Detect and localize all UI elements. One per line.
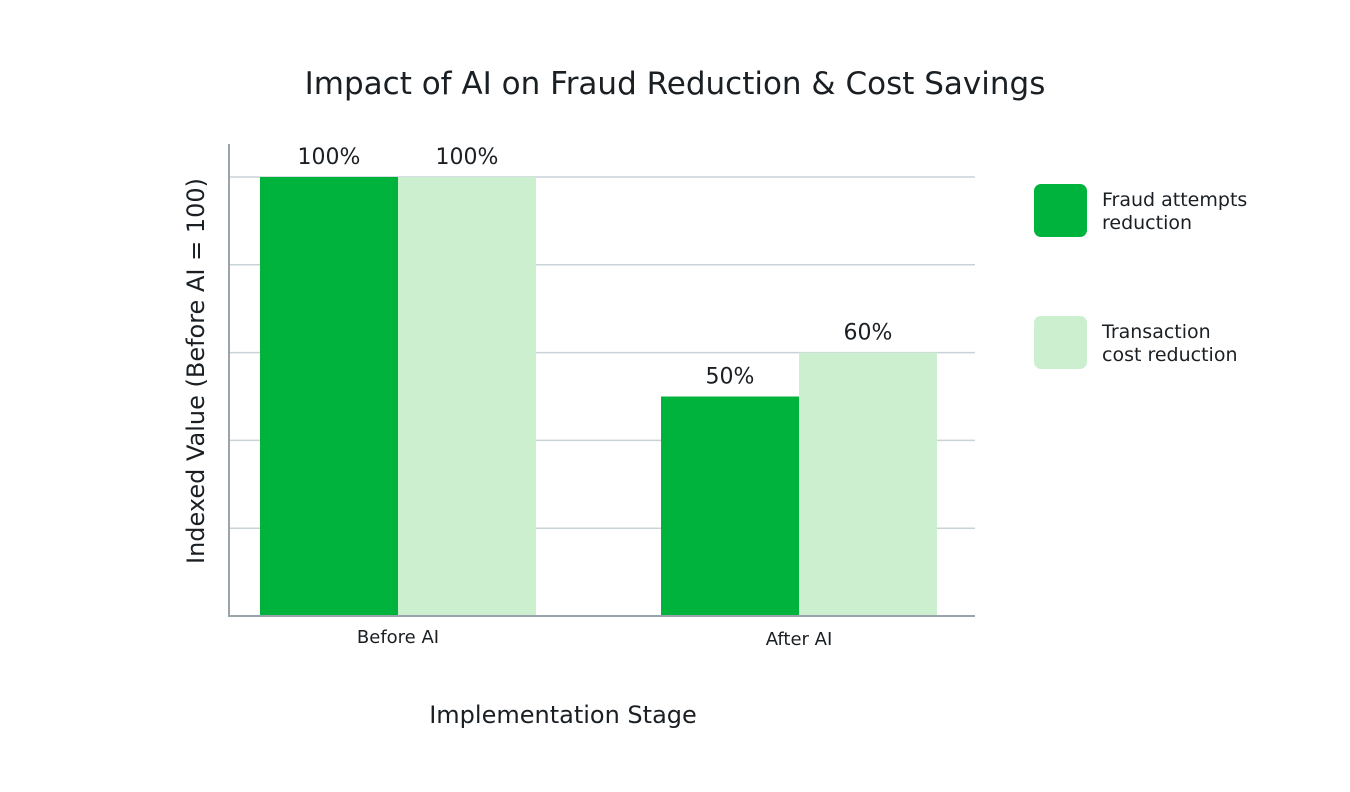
y-axis-title: Indexed Value (Before AI = 100)	[182, 178, 210, 564]
x-axis-title: Implementation Stage	[429, 701, 697, 729]
data-label: 60%	[844, 321, 893, 346]
data-label: 100%	[436, 145, 499, 170]
bar-cost-0	[398, 177, 536, 616]
bars	[260, 177, 937, 616]
bar-fraud-0	[260, 177, 398, 616]
legend-swatch	[1034, 184, 1087, 237]
legend-label: Fraud attempts	[1102, 189, 1247, 211]
x-tick-label: Before AI	[357, 627, 439, 648]
legend-label: cost reduction	[1102, 344, 1238, 366]
chart-title: Impact of AI on Fraud Reduction & Cost S…	[305, 66, 1046, 102]
bar-cost-1	[799, 352, 937, 616]
data-labels: 100% 100% 50% 60%	[298, 145, 893, 390]
legend-swatch	[1034, 316, 1087, 369]
axes	[228, 144, 975, 617]
bar-fraud-1	[661, 396, 799, 616]
x-tick-labels: Before AI After AI	[357, 627, 832, 650]
x-tick-label: After AI	[766, 629, 833, 650]
data-label: 100%	[298, 145, 361, 170]
data-label: 50%	[706, 365, 755, 390]
legend-label: reduction	[1102, 212, 1192, 234]
legend-label: Transaction	[1101, 321, 1211, 343]
